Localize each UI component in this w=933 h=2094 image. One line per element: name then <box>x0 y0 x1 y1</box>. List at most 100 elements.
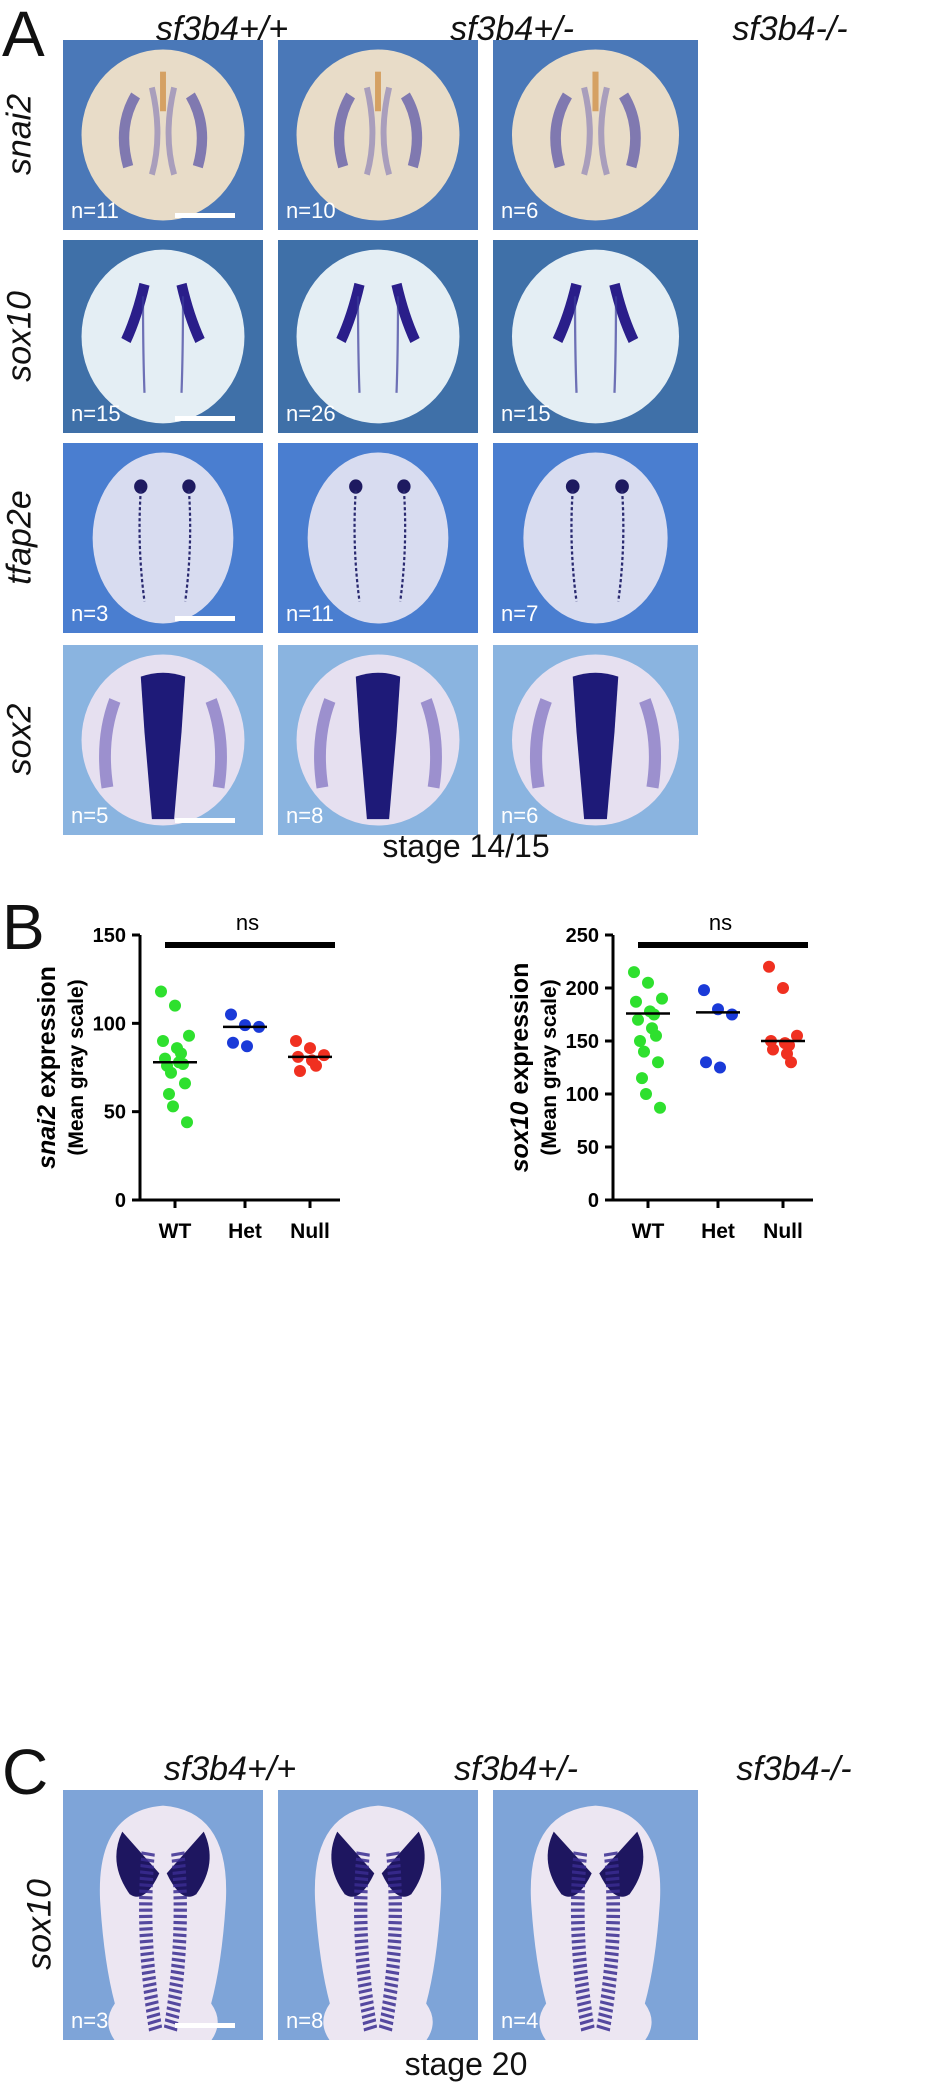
data-point <box>227 1036 239 1049</box>
data-point <box>698 984 710 997</box>
panel-a-row-label-sox10: sox10 <box>0 290 39 382</box>
n-count-label: n=8 <box>286 2008 324 2033</box>
x-tick-label: WT <box>632 1220 665 1243</box>
data-point <box>767 1043 779 1056</box>
data-point <box>165 1066 177 1079</box>
y-tick-label: 150 <box>93 925 126 947</box>
image-tile-snai2-2: n=6 <box>493 40 698 230</box>
data-point <box>318 1049 330 1062</box>
x-tick-label: Het <box>701 1220 735 1243</box>
image-tile-sox2-2: n=6 <box>493 645 698 835</box>
panel-a-row-label-tfap2e: tfap2e <box>0 490 39 585</box>
data-point <box>726 1008 738 1021</box>
data-point <box>632 1013 644 1026</box>
y-axis-label-rest: expression <box>33 966 61 1105</box>
image-tile-sox10-2: n=15 <box>493 240 698 433</box>
data-point <box>650 1029 662 1042</box>
y-tick-label: 0 <box>115 1190 126 1212</box>
n-count-label: n=8 <box>286 803 324 828</box>
data-point <box>155 985 167 998</box>
panel-c-col-head-het: sf3b4+/- <box>454 1750 578 1788</box>
y-axis-label: sox10 expression <box>506 963 534 1173</box>
panel-c-col-head-wt: sf3b4+/+ <box>163 1750 297 1788</box>
image-tile-sox10-0: n=15 <box>63 240 263 433</box>
n-count-label: n=6 <box>501 803 539 828</box>
data-point <box>294 1065 306 1078</box>
image-tile-snai2-1: n=10 <box>278 40 478 230</box>
panel-a-letter: A <box>2 0 45 70</box>
n-count-label: n=15 <box>501 401 551 426</box>
data-point <box>169 999 181 1012</box>
image-tile-stage20-0: n=3 <box>63 1790 263 2040</box>
image-tile-snai2-0: n=11 <box>63 40 263 230</box>
image-tile-sox2-0: n=5 <box>63 645 263 835</box>
x-tick-label: Null <box>290 1220 330 1243</box>
y-axis-label-gene: snai2 <box>33 1105 61 1169</box>
n-count-label: n=3 <box>71 2008 109 2033</box>
y-axis-title: sox10 expression (Mean gray scale) <box>506 963 561 1173</box>
data-point <box>634 1035 646 1047</box>
panel-a-stage-label: stage 14/15 <box>382 828 550 864</box>
n-count-label: n=11 <box>71 198 119 223</box>
y-tick-label: 0 <box>588 1190 599 1212</box>
panel-a-col-head-null: sf3b4-/- <box>732 10 848 48</box>
data-point <box>714 1061 726 1074</box>
data-point <box>654 1101 666 1114</box>
significance-label: ns <box>236 910 259 935</box>
y-tick-label: 100 <box>566 1084 599 1106</box>
x-tick-label: WT <box>159 1220 192 1243</box>
y-axis-title: snai2 expression (Mean gray scale) <box>33 966 88 1169</box>
y-tick-label: 50 <box>104 1102 126 1124</box>
scale-bar <box>175 818 235 823</box>
y-axis-sublabel: (Mean gray scale) <box>65 979 88 1155</box>
panel-b-letter: B <box>2 891 45 963</box>
data-point <box>304 1042 316 1055</box>
x-tick-label: Null <box>763 1220 803 1243</box>
n-count-label: n=11 <box>286 601 334 626</box>
y-axis-label-gene: sox10 <box>506 1101 534 1172</box>
y-tick-label: 250 <box>566 925 599 947</box>
y-tick-label: 50 <box>577 1137 599 1159</box>
data-point <box>630 995 642 1008</box>
data-point <box>700 1056 712 1069</box>
n-count-label: n=5 <box>71 803 109 828</box>
data-point <box>179 1077 191 1090</box>
scale-bar <box>175 213 235 218</box>
y-axis-label: snai2 expression <box>33 966 61 1169</box>
n-count-label: n=15 <box>71 401 121 426</box>
panel-a-row-label-sox2: sox2 <box>0 703 39 776</box>
image-tile-tfap2e-0: n=3 <box>63 443 263 633</box>
image-tile-sox10-1: n=26 <box>278 240 478 433</box>
y-tick-label: 150 <box>566 1031 599 1053</box>
data-point <box>785 1056 797 1069</box>
data-point <box>642 976 654 989</box>
y-axis-label-rest: expression <box>506 963 534 1102</box>
data-point <box>167 1100 179 1113</box>
image-tile-stage20-2: n=4 <box>493 1790 698 2040</box>
panel-c-col-head-null: sf3b4-/- <box>736 1750 852 1788</box>
data-point <box>163 1088 175 1100</box>
data-point <box>652 1056 664 1069</box>
data-point <box>183 1029 195 1042</box>
data-point <box>791 1029 803 1042</box>
data-point <box>290 1035 302 1047</box>
data-point <box>157 1035 169 1047</box>
n-count-label: n=10 <box>286 198 336 223</box>
panel-c-stage-label: stage 20 <box>404 2046 528 2082</box>
y-tick-label: 100 <box>93 1013 126 1035</box>
n-count-label: n=6 <box>501 198 539 223</box>
n-count-label: n=26 <box>286 401 336 426</box>
image-tile-tfap2e-1: n=11 <box>278 443 478 633</box>
image-tile-sox2-1: n=8 <box>278 645 478 835</box>
data-point <box>239 1019 251 1032</box>
data-point <box>310 1059 322 1072</box>
panel-a-row-label-snai2: snai2 <box>0 93 39 176</box>
panel-b-chart-snai2: 0 50 100 150 WT Het Null ns snai2 expression (Mea… <box>0 900 460 1300</box>
panel-c-row-label: sox10 <box>20 1879 59 1970</box>
data-point <box>225 1008 237 1021</box>
y-tick-label: 200 <box>566 978 599 1000</box>
scale-bar <box>175 416 235 421</box>
data-point <box>777 982 789 994</box>
scale-bar <box>175 2023 235 2028</box>
panel-b-chart-sox10: 0 50 100 150 200 250 WT Het Null ns sox10 expressi… <box>473 900 933 1300</box>
